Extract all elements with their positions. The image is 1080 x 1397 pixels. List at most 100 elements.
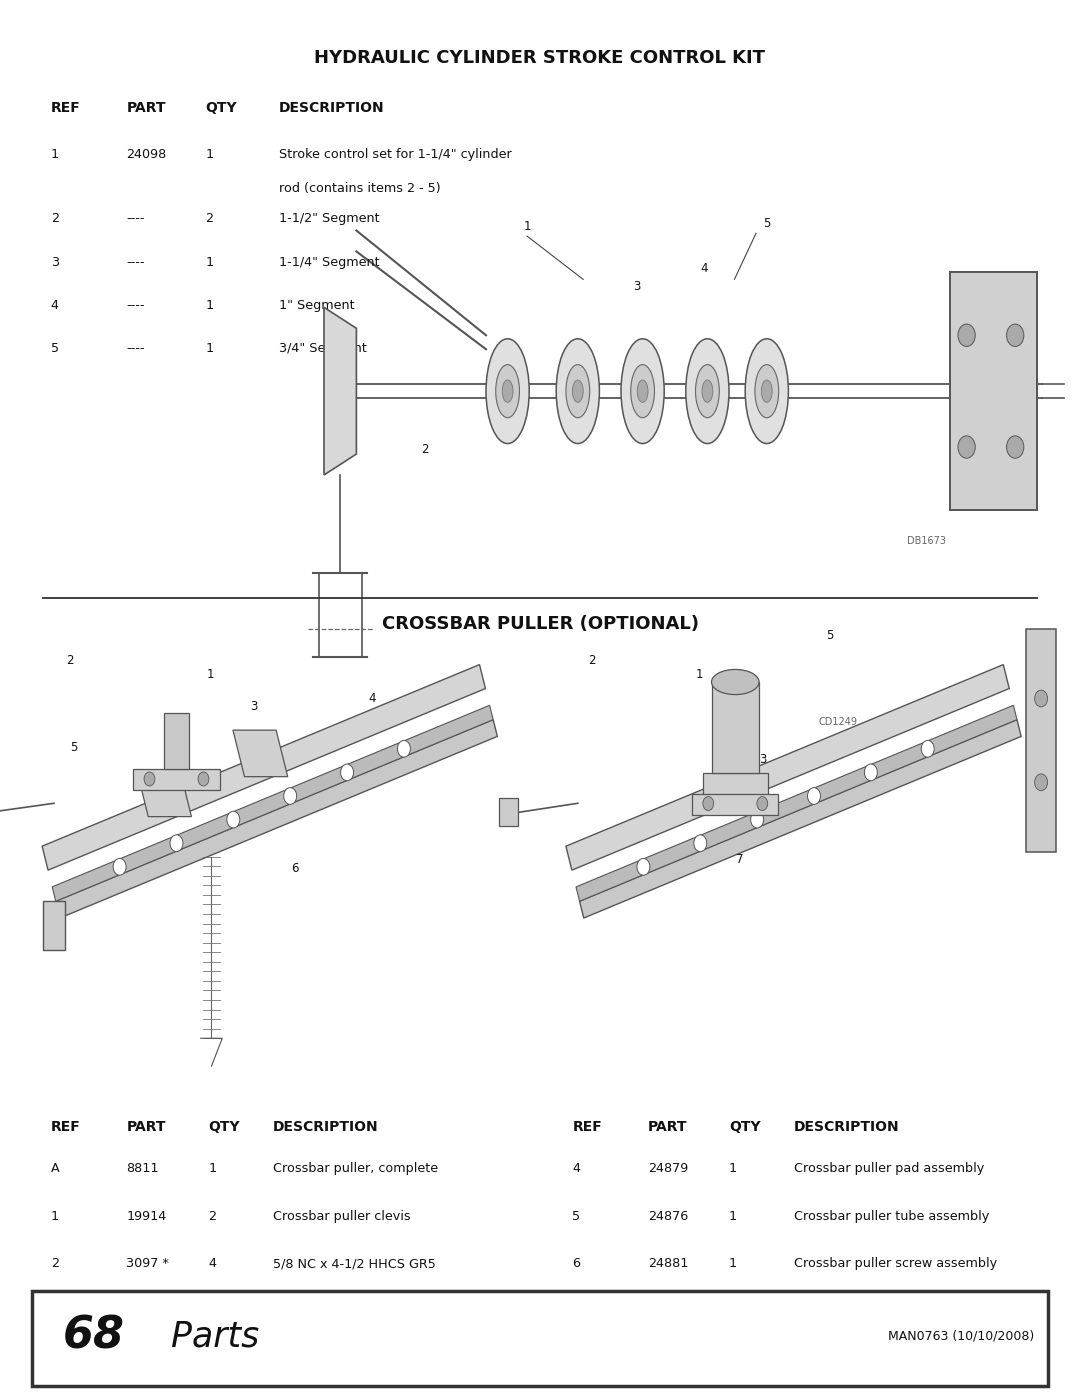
- Ellipse shape: [397, 740, 410, 757]
- Text: 1: 1: [205, 148, 214, 161]
- Ellipse shape: [755, 365, 779, 418]
- Ellipse shape: [686, 339, 729, 444]
- Text: 24881: 24881: [648, 1257, 688, 1270]
- Text: Crossbar puller clevis: Crossbar puller clevis: [273, 1210, 410, 1222]
- Text: 1: 1: [729, 1257, 738, 1270]
- Text: 4: 4: [208, 1305, 216, 1317]
- Text: 2: 2: [208, 1210, 216, 1222]
- Circle shape: [1035, 690, 1048, 707]
- Text: 2: 2: [51, 212, 58, 225]
- Bar: [133, 770, 219, 791]
- Text: 4: 4: [572, 1162, 580, 1175]
- Polygon shape: [42, 665, 485, 870]
- Bar: [1026, 629, 1056, 852]
- Text: REF: REF: [572, 1120, 603, 1134]
- Text: 2: 2: [589, 654, 595, 668]
- Text: A: A: [51, 1162, 59, 1175]
- Ellipse shape: [502, 380, 513, 402]
- Ellipse shape: [761, 380, 772, 402]
- Polygon shape: [52, 705, 494, 901]
- Text: 1: 1: [205, 256, 214, 268]
- Polygon shape: [43, 901, 65, 950]
- Ellipse shape: [284, 788, 297, 805]
- Text: 24098: 24098: [126, 148, 166, 161]
- Text: ----: ----: [126, 342, 145, 355]
- Circle shape: [958, 436, 975, 458]
- Ellipse shape: [921, 740, 934, 757]
- Text: PART: PART: [126, 1120, 166, 1134]
- Text: HYDRAULIC CYLINDER STROKE CONTROL KIT: HYDRAULIC CYLINDER STROKE CONTROL KIT: [314, 49, 766, 67]
- Text: 4: 4: [701, 261, 707, 275]
- Circle shape: [1007, 436, 1024, 458]
- Ellipse shape: [864, 764, 877, 781]
- Bar: [703, 773, 768, 800]
- Ellipse shape: [496, 365, 519, 418]
- Text: 7: 7: [1035, 775, 1041, 789]
- Text: 3: 3: [759, 753, 766, 767]
- Text: 4: 4: [729, 1305, 737, 1317]
- Text: 3: 3: [51, 1305, 59, 1317]
- Text: 1-1/4" Segment: 1-1/4" Segment: [279, 256, 379, 268]
- Text: 4: 4: [369, 692, 376, 705]
- Text: 1: 1: [207, 668, 214, 682]
- Ellipse shape: [751, 812, 764, 828]
- Text: 1: 1: [729, 1210, 738, 1222]
- Text: 1: 1: [524, 219, 530, 233]
- Ellipse shape: [745, 339, 788, 444]
- Bar: [692, 793, 779, 814]
- FancyBboxPatch shape: [950, 272, 1037, 510]
- Polygon shape: [233, 731, 287, 777]
- Text: 24885: 24885: [648, 1305, 688, 1317]
- Text: 7: 7: [572, 1305, 581, 1317]
- Polygon shape: [324, 307, 356, 475]
- Text: 3: 3: [51, 256, 59, 268]
- Ellipse shape: [696, 365, 719, 418]
- Text: ----: ----: [126, 299, 145, 312]
- Text: CD1249: CD1249: [819, 717, 858, 726]
- Text: 3: 3: [251, 700, 257, 714]
- Polygon shape: [576, 705, 1017, 901]
- Ellipse shape: [340, 764, 353, 781]
- Text: 5: 5: [70, 740, 77, 754]
- Text: 24876: 24876: [648, 1210, 688, 1222]
- Polygon shape: [137, 770, 191, 817]
- Text: REF: REF: [51, 1120, 81, 1134]
- Ellipse shape: [556, 339, 599, 444]
- Text: 5: 5: [826, 629, 833, 643]
- Ellipse shape: [637, 380, 648, 402]
- Text: 6: 6: [292, 862, 298, 876]
- Text: 5/8 NC x 4-1/2 HHCS GR5: 5/8 NC x 4-1/2 HHCS GR5: [273, 1257, 436, 1270]
- Text: Parts: Parts: [160, 1319, 259, 1354]
- Text: REF: REF: [51, 101, 81, 115]
- Text: 1-1/2" Segment: 1-1/2" Segment: [279, 212, 379, 225]
- Ellipse shape: [113, 858, 126, 875]
- Text: 1" Segment: 1" Segment: [279, 299, 354, 312]
- Ellipse shape: [170, 835, 183, 852]
- Ellipse shape: [566, 365, 590, 418]
- Text: 1: 1: [205, 342, 214, 355]
- Text: 3/4" Segment: 3/4" Segment: [279, 342, 366, 355]
- Text: QTY: QTY: [205, 101, 237, 115]
- Text: 4: 4: [51, 299, 58, 312]
- Text: DESCRIPTION: DESCRIPTION: [794, 1120, 900, 1134]
- Text: Stroke control set for 1-1/4" cylinder: Stroke control set for 1-1/4" cylinder: [279, 148, 512, 161]
- Bar: [499, 799, 518, 827]
- Ellipse shape: [486, 339, 529, 444]
- Text: QTY: QTY: [208, 1120, 240, 1134]
- Text: 230 *: 230 *: [126, 1305, 161, 1317]
- Text: 1: 1: [697, 668, 703, 682]
- Text: 8811: 8811: [126, 1162, 159, 1175]
- Text: 2: 2: [67, 654, 73, 668]
- Text: 2: 2: [205, 212, 213, 225]
- Text: 24879: 24879: [648, 1162, 688, 1175]
- Circle shape: [1035, 774, 1048, 791]
- Ellipse shape: [631, 365, 654, 418]
- Text: 2: 2: [421, 443, 428, 457]
- Ellipse shape: [227, 812, 240, 828]
- Circle shape: [198, 773, 208, 787]
- Text: CROSSBAR PULLER (OPTIONAL): CROSSBAR PULLER (OPTIONAL): [381, 615, 699, 633]
- Text: 3: 3: [634, 279, 640, 293]
- Bar: [712, 682, 759, 773]
- Circle shape: [144, 773, 154, 787]
- Polygon shape: [56, 719, 498, 918]
